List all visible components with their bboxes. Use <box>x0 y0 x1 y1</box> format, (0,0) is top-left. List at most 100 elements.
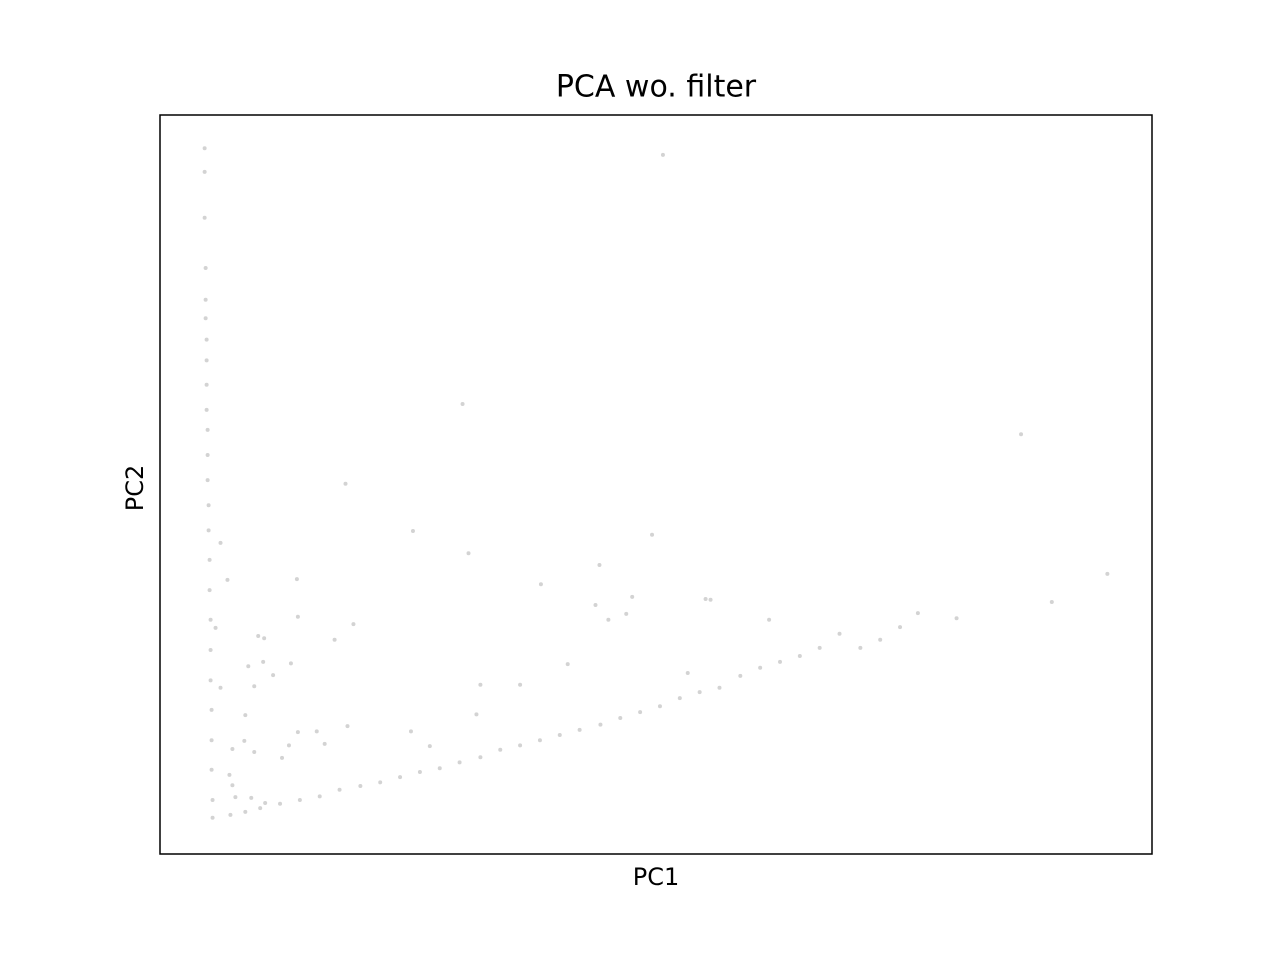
point <box>538 582 543 587</box>
point <box>606 617 611 622</box>
point <box>207 557 212 562</box>
point <box>767 617 772 622</box>
point <box>249 795 254 800</box>
chart-title: PCA wo. filter <box>556 70 757 105</box>
point <box>657 704 662 709</box>
point <box>278 801 283 806</box>
point <box>227 772 232 777</box>
point <box>1049 600 1054 605</box>
point <box>209 738 214 743</box>
point <box>280 755 285 760</box>
point <box>202 169 207 174</box>
point <box>1019 432 1024 437</box>
point <box>294 577 299 582</box>
point <box>778 659 782 664</box>
point <box>263 801 268 806</box>
point <box>252 684 257 689</box>
point <box>358 784 363 789</box>
point <box>204 382 209 387</box>
point <box>478 755 483 760</box>
point <box>225 577 230 582</box>
point <box>758 665 763 670</box>
point <box>410 529 415 534</box>
point <box>351 622 356 627</box>
point <box>677 696 682 701</box>
point <box>256 633 261 638</box>
point <box>209 767 214 772</box>
point <box>233 795 238 800</box>
point <box>208 648 213 653</box>
point <box>203 265 208 270</box>
point <box>837 631 842 636</box>
point <box>915 611 920 616</box>
point <box>898 625 903 630</box>
point <box>205 427 210 432</box>
point <box>262 636 267 641</box>
point <box>660 152 665 157</box>
point <box>243 713 248 718</box>
point <box>343 481 348 486</box>
point <box>242 738 247 743</box>
point <box>557 733 562 738</box>
point <box>565 662 570 667</box>
point <box>577 727 582 732</box>
point <box>295 614 300 619</box>
point <box>460 401 465 406</box>
point <box>858 645 863 650</box>
point <box>630 594 635 599</box>
y-axis-label: PC2 <box>121 465 149 512</box>
point <box>398 775 403 780</box>
point <box>206 503 211 508</box>
point <box>618 716 623 721</box>
point <box>204 358 209 363</box>
point <box>624 611 629 616</box>
point <box>288 661 293 666</box>
point <box>203 316 208 321</box>
point <box>332 637 337 642</box>
point <box>518 682 523 687</box>
point <box>954 616 959 621</box>
point <box>218 540 223 545</box>
point <box>878 637 883 642</box>
point <box>230 747 235 752</box>
point <box>478 682 483 687</box>
point <box>427 744 432 749</box>
point <box>638 710 643 715</box>
point <box>271 673 276 678</box>
point <box>297 798 302 803</box>
point <box>437 766 442 771</box>
point <box>317 794 322 799</box>
point <box>208 617 213 622</box>
point <box>258 806 263 811</box>
point <box>203 297 208 302</box>
point <box>703 597 708 602</box>
point <box>498 747 503 752</box>
point <box>597 563 602 568</box>
point <box>738 673 743 678</box>
point <box>417 769 422 774</box>
point <box>213 625 218 630</box>
point <box>209 707 214 712</box>
point <box>202 215 207 220</box>
point <box>228 812 233 817</box>
point <box>208 678 213 683</box>
point <box>408 729 413 734</box>
point <box>205 452 210 457</box>
point <box>295 730 300 735</box>
point <box>457 760 462 765</box>
point <box>537 738 542 743</box>
point <box>230 783 235 788</box>
point <box>243 809 248 814</box>
point <box>252 750 257 755</box>
point <box>598 722 603 727</box>
point <box>246 664 251 669</box>
point <box>593 602 598 607</box>
point <box>378 780 383 785</box>
point <box>204 337 209 342</box>
point <box>817 645 822 650</box>
point <box>337 787 342 792</box>
point <box>210 798 215 803</box>
point <box>466 551 471 556</box>
point <box>717 685 722 690</box>
